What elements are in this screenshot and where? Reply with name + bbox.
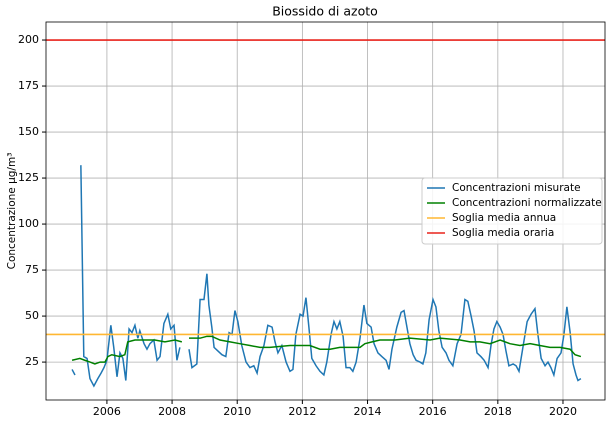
y-tick-label: 200	[18, 33, 39, 46]
x-tick-label: 2006	[93, 405, 121, 418]
y-tick-label: 50	[25, 309, 39, 322]
x-tick-label: 2012	[288, 405, 316, 418]
legend-label: Concentrazioni normalizzate	[452, 197, 602, 209]
y-tick-label: 125	[18, 171, 39, 184]
series-line	[71, 335, 582, 365]
x-tick-label: 2020	[549, 405, 577, 418]
y-tick-label: 100	[18, 217, 39, 230]
y-tick-label: 75	[25, 263, 39, 276]
y-tick-label: 175	[18, 79, 39, 92]
legend-label: Soglia media oraria	[452, 227, 554, 239]
legend	[421, 177, 603, 245]
legend-label: Concentrazioni misurate	[452, 182, 581, 194]
x-tick-label: 2010	[223, 405, 251, 418]
x-tick-label: 2008	[158, 405, 186, 418]
y-tick-label: 150	[18, 125, 39, 138]
legend-label: Soglia media annua	[452, 212, 556, 224]
series-line	[71, 165, 582, 388]
x-tick-label: 2014	[354, 405, 382, 418]
x-tick-label: 2018	[484, 405, 512, 418]
y-axis-label: Concentrazione µg/m³	[6, 153, 18, 270]
chart-title: Biossido di azoto	[272, 4, 378, 19]
x-tick-label: 2016	[419, 405, 447, 418]
y-tick-label: 25	[25, 355, 39, 368]
plot-frame	[45, 21, 606, 401]
